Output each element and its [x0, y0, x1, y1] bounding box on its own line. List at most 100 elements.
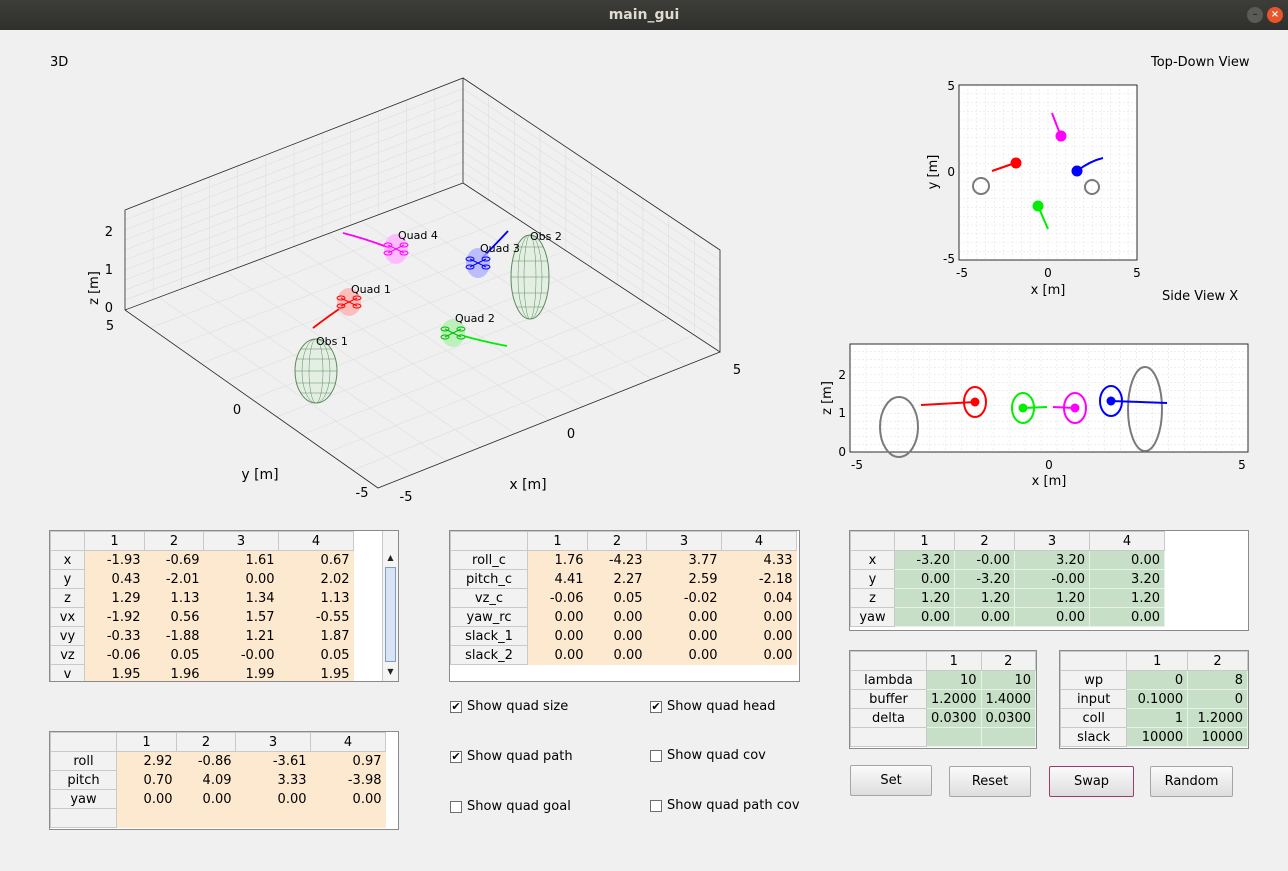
table-cell[interactable]: 1.29 [84, 588, 145, 608]
row-header[interactable]: input [1060, 689, 1128, 709]
table-cell[interactable]: 8 [1187, 670, 1248, 690]
column-header[interactable]: 4 [310, 732, 386, 752]
table-cell[interactable]: 0.00 [587, 626, 647, 646]
table-cell[interactable]: 1.20 [954, 588, 1015, 608]
table-cell[interactable]: 3.20 [1014, 550, 1090, 570]
table-cell[interactable]: 10 [981, 670, 1036, 690]
table-cell[interactable]: 0.00 [587, 645, 647, 665]
table-cell[interactable]: -0.00 [203, 645, 279, 665]
table-cell[interactable]: 3.33 [235, 770, 311, 790]
table-cell[interactable]: 1.2000 [926, 689, 982, 709]
table-cell[interactable]: -3.20 [894, 550, 955, 570]
checkbox-icon[interactable]: ✔ [450, 749, 462, 763]
table-cell[interactable]: -0.00 [1014, 569, 1090, 589]
swap-button[interactable]: Swap [1049, 766, 1134, 797]
column-header[interactable]: 3 [646, 531, 722, 551]
table-cell[interactable]: 10000 [1126, 727, 1189, 747]
row-header[interactable]: coll [1060, 708, 1128, 728]
table-cell[interactable]: 0 [1126, 670, 1189, 690]
column-header[interactable]: 2 [954, 531, 1015, 551]
table-cell[interactable]: 0.00 [203, 569, 279, 589]
table-cell[interactable]: 1.61 [203, 550, 279, 570]
table-cell[interactable]: 3.20 [1089, 569, 1165, 589]
table-cell[interactable] [176, 808, 236, 828]
table-cell[interactable]: -0.55 [278, 607, 354, 627]
table-cell[interactable]: -0.06 [84, 645, 145, 665]
checkbox-icon[interactable] [650, 749, 662, 762]
column-header[interactable]: 1 [1126, 651, 1189, 671]
table-cell[interactable]: 1.2000 [1187, 708, 1248, 728]
topdown-plot[interactable]: 5 0 -5 -5 0 5 x [m] y [m] [915, 72, 1155, 302]
column-header[interactable]: 3 [1014, 531, 1090, 551]
table-cell[interactable]: 0.00 [646, 645, 722, 665]
table-cell[interactable]: -3.98 [310, 770, 386, 790]
table-cell[interactable]: 0.00 [310, 789, 386, 809]
row-header[interactable]: vy [50, 626, 85, 646]
table-cell[interactable]: 0.00 [894, 607, 955, 627]
table-cell[interactable]: 0.00 [646, 626, 722, 646]
column-header[interactable]: 1 [84, 531, 145, 551]
scroll-thumb[interactable] [385, 567, 396, 662]
table-cell[interactable]: 1.20 [1014, 588, 1090, 608]
row-header[interactable]: buffer [850, 689, 927, 709]
minimize-icon[interactable]: – [1247, 7, 1263, 23]
row-header[interactable]: slack_2 [450, 645, 528, 665]
row-header[interactable] [50, 808, 117, 828]
table-cell[interactable] [981, 727, 1036, 747]
table-cell[interactable]: 0.00 [721, 645, 797, 665]
table-cell[interactable]: 1.34 [203, 588, 279, 608]
column-header[interactable]: 4 [1089, 531, 1165, 551]
table-cell[interactable]: 1.13 [278, 588, 354, 608]
table-cell[interactable]: 1.76 [527, 550, 588, 570]
row-header[interactable]: z [850, 588, 895, 608]
row-header[interactable]: yaw [850, 607, 895, 627]
row-header[interactable]: slack [1060, 727, 1128, 747]
table-cell[interactable]: 4.33 [721, 550, 797, 570]
table-cell[interactable]: 0.56 [144, 607, 204, 627]
show-quad-goal-checkbox[interactable]: Show quad goal [450, 799, 571, 814]
checkbox-icon[interactable]: ✔ [450, 699, 462, 713]
show-quad-size-checkbox[interactable]: ✔ Show quad size [450, 699, 569, 714]
attitude-table[interactable]: 1 2 3 4 roll 2.92 -0.86 -3.61 0.97 pitch 0.70 4.09 3… [49, 731, 399, 830]
table-cell[interactable]: 1.13 [144, 588, 204, 608]
row-header[interactable]: vz_c [450, 588, 528, 608]
table-cell[interactable]: 1.20 [1089, 588, 1165, 608]
goal-table[interactable]: 1 2 3 4 x -3.20 -0.00 3.20 0.00 y 0.00 -3.20 -0.00 3.… [849, 530, 1249, 631]
table-cell[interactable]: 0.00 [587, 607, 647, 627]
table-cell[interactable]: -3.20 [954, 569, 1015, 589]
random-button[interactable]: Random [1150, 766, 1233, 797]
scroll-down-icon[interactable]: ▼ [387, 667, 394, 676]
table-cell[interactable] [310, 808, 386, 828]
sideview-plot[interactable]: 2 1 0 -5 0 5 x [m] z [m] [815, 340, 1255, 492]
param-table-b[interactable]: 1 2 wp 0 8 input 0.1000 0 coll 1 1.2000 slack 10000 1… [1059, 650, 1249, 749]
table-cell[interactable]: 0.67 [278, 550, 354, 570]
table-cell[interactable]: 1.57 [203, 607, 279, 627]
close-icon[interactable]: × [1267, 7, 1283, 23]
table-cell[interactable]: 0.05 [587, 588, 647, 608]
table-cell[interactable]: 1.99 [203, 664, 279, 681]
table-cell[interactable]: 2.92 [116, 751, 177, 771]
table-cell[interactable]: 1.95 [84, 664, 145, 681]
row-header[interactable]: delta [850, 708, 927, 728]
show-quad-head-checkbox[interactable]: ✔ Show quad head [650, 699, 776, 714]
row-header[interactable]: yaw [50, 789, 117, 809]
table-cell[interactable]: -0.33 [84, 626, 145, 646]
table-cell[interactable]: 0.00 [527, 607, 588, 627]
column-header[interactable]: 3 [203, 531, 279, 551]
table-cell[interactable]: 0.00 [1014, 607, 1090, 627]
table-cell[interactable]: 2.27 [587, 569, 647, 589]
show-quad-path-cov-checkbox[interactable]: Show quad path cov [650, 798, 800, 813]
table-cell[interactable] [926, 727, 982, 747]
table-cell[interactable]: 0.00 [235, 789, 311, 809]
table-cell[interactable]: -4.23 [587, 550, 647, 570]
table-cell[interactable]: 0.00 [116, 789, 177, 809]
column-header[interactable]: 1 [116, 732, 177, 752]
column-header[interactable]: 2 [587, 531, 647, 551]
row-header[interactable]: roll_c [450, 550, 528, 570]
table-cell[interactable]: -2.01 [144, 569, 204, 589]
row-header[interactable]: v [50, 664, 85, 681]
param-table-a[interactable]: 1 2 lambda 10 10 buffer 1.2000 1.4000 delta 0.030… [849, 650, 1037, 749]
row-header[interactable]: pitch [50, 770, 117, 790]
table-cell[interactable]: 0.0300 [981, 708, 1036, 728]
table-cell[interactable]: 1.4000 [981, 689, 1036, 709]
